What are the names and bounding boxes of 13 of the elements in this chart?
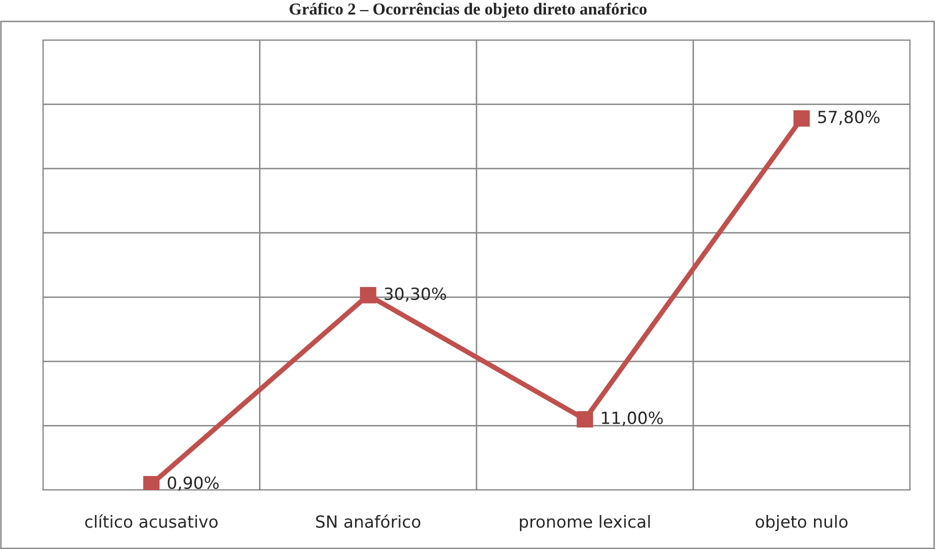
data-label: 57,80%: [818, 110, 880, 125]
point: [576, 411, 594, 428]
x-tick-label: pronome lexical: [520, 515, 650, 532]
point: [360, 287, 376, 304]
point: [793, 110, 810, 127]
point: [143, 476, 160, 490]
chart-title: Gráfico 2 – Ocorrências de objeto direto anafórico: [290, 2, 647, 18]
data-label: 11,00%: [602, 412, 663, 426]
data-label: 30,30%: [384, 287, 446, 302]
data-label: 0,90%: [168, 476, 219, 491]
x-tick-label: SN anafórico: [316, 514, 420, 528]
x-tick-label: objeto nulo: [756, 515, 848, 532]
x-tick-label: clítico acusativo: [85, 514, 218, 528]
